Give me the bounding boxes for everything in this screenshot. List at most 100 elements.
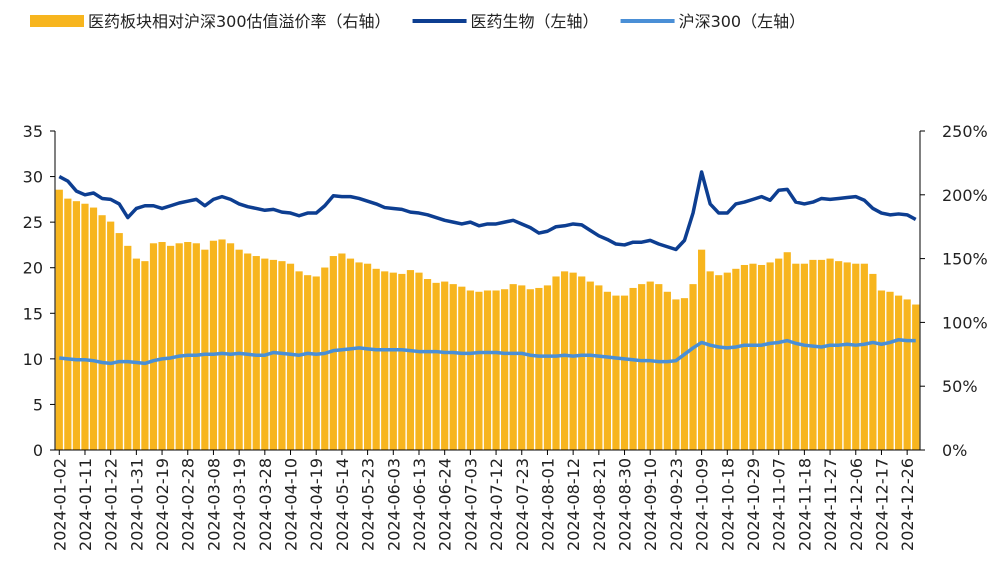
bar [680,298,689,450]
bar [792,263,800,450]
x-tick-label: 2024-01-02 [50,458,69,551]
x-tick-label: 2024-12-26 [898,458,917,551]
bar [492,290,500,450]
x-tick-label: 2024-08-21 [590,458,609,551]
bar [141,261,149,450]
x-tick-label: 2024-06-24 [436,458,455,551]
bar [201,249,209,450]
bar [449,284,457,450]
bar [98,215,106,450]
bar [124,245,132,450]
x-tick-label: 2024-01-11 [76,458,95,551]
bar [389,272,397,450]
bar [312,276,320,450]
bar [235,249,243,450]
x-tick-label: 2024-08-12 [564,458,583,551]
x-tick-label: 2024-11-18 [795,458,814,551]
bar [543,285,552,450]
bar [381,271,389,450]
bar [655,284,663,450]
bar [458,286,466,450]
bar [569,272,577,450]
bar [903,299,911,450]
bar [715,275,723,450]
x-tick-label: 2024-03-28 [256,458,275,551]
bar [603,291,611,450]
y-tick-label: 20 [23,259,43,278]
bar [184,242,192,450]
bar [209,240,218,450]
bar [912,304,920,450]
bar [423,279,432,450]
bar [244,253,252,450]
bar [338,253,346,450]
bar [304,275,312,450]
bar [706,271,714,450]
bar [132,258,140,450]
bar [432,282,440,450]
legend-swatch [30,15,84,27]
bar [364,263,372,450]
bar [115,233,123,450]
x-tick-label: 2024-12-17 [872,458,891,551]
x-tick-label: 2024-07-23 [513,458,532,551]
bar [578,276,586,450]
x-tick-label: 2024-12-06 [847,458,866,551]
bar [295,271,303,450]
bar [406,270,415,450]
bar [269,259,277,450]
y2-tick-label: 100% [942,313,988,332]
bar [441,281,449,450]
bar [483,290,492,450]
bar [723,272,731,450]
x-tick-label: 2024-11-27 [821,458,840,551]
legend-label: 医药生物（左轴） [471,12,599,31]
bar [415,272,423,450]
x-tick-label: 2024-06-03 [384,458,403,551]
bar [852,263,860,450]
bar [689,284,697,450]
bar [646,281,654,450]
bar [372,268,380,450]
bar [475,291,483,450]
bar [278,261,286,450]
x-tick-label: 2024-07-12 [487,458,506,551]
bar [877,290,886,450]
x-tick-label: 2024-09-10 [641,458,660,551]
bar [398,273,406,450]
bar [672,299,680,450]
line-series [59,337,916,366]
bar [638,284,646,450]
bar [518,285,526,450]
bar [552,276,560,450]
bar [158,242,166,450]
x-tick-label: 2024-01-31 [127,458,146,551]
x-tick-label: 2024-04-10 [282,458,301,551]
bar [869,273,877,450]
bar [886,291,894,450]
bar [55,189,63,451]
bar [817,259,826,450]
y2-tick-label: 0% [942,441,967,460]
bar [149,243,158,450]
bar [698,249,706,450]
line-series [58,170,917,252]
bar [466,290,474,450]
y2-tick-label: 50% [942,377,978,396]
bar [560,271,569,450]
bar [766,262,774,450]
bar [595,285,603,450]
y-tick-label: 35 [23,122,43,141]
x-tick-label: 2024-04-19 [307,458,326,551]
legend-label: 医药板块相对沪深300估值溢价率（右轴） [88,12,391,31]
bar [860,263,868,450]
x-tick-label: 2024-01-22 [102,458,121,551]
bar [526,289,534,450]
bar [64,198,72,450]
bar [286,263,295,450]
y2-tick-label: 250% [942,122,988,141]
bar [167,245,175,450]
x-tick-label: 2024-10-18 [718,458,737,551]
x-tick-label: 2024-08-01 [538,458,557,551]
bar [501,289,509,450]
